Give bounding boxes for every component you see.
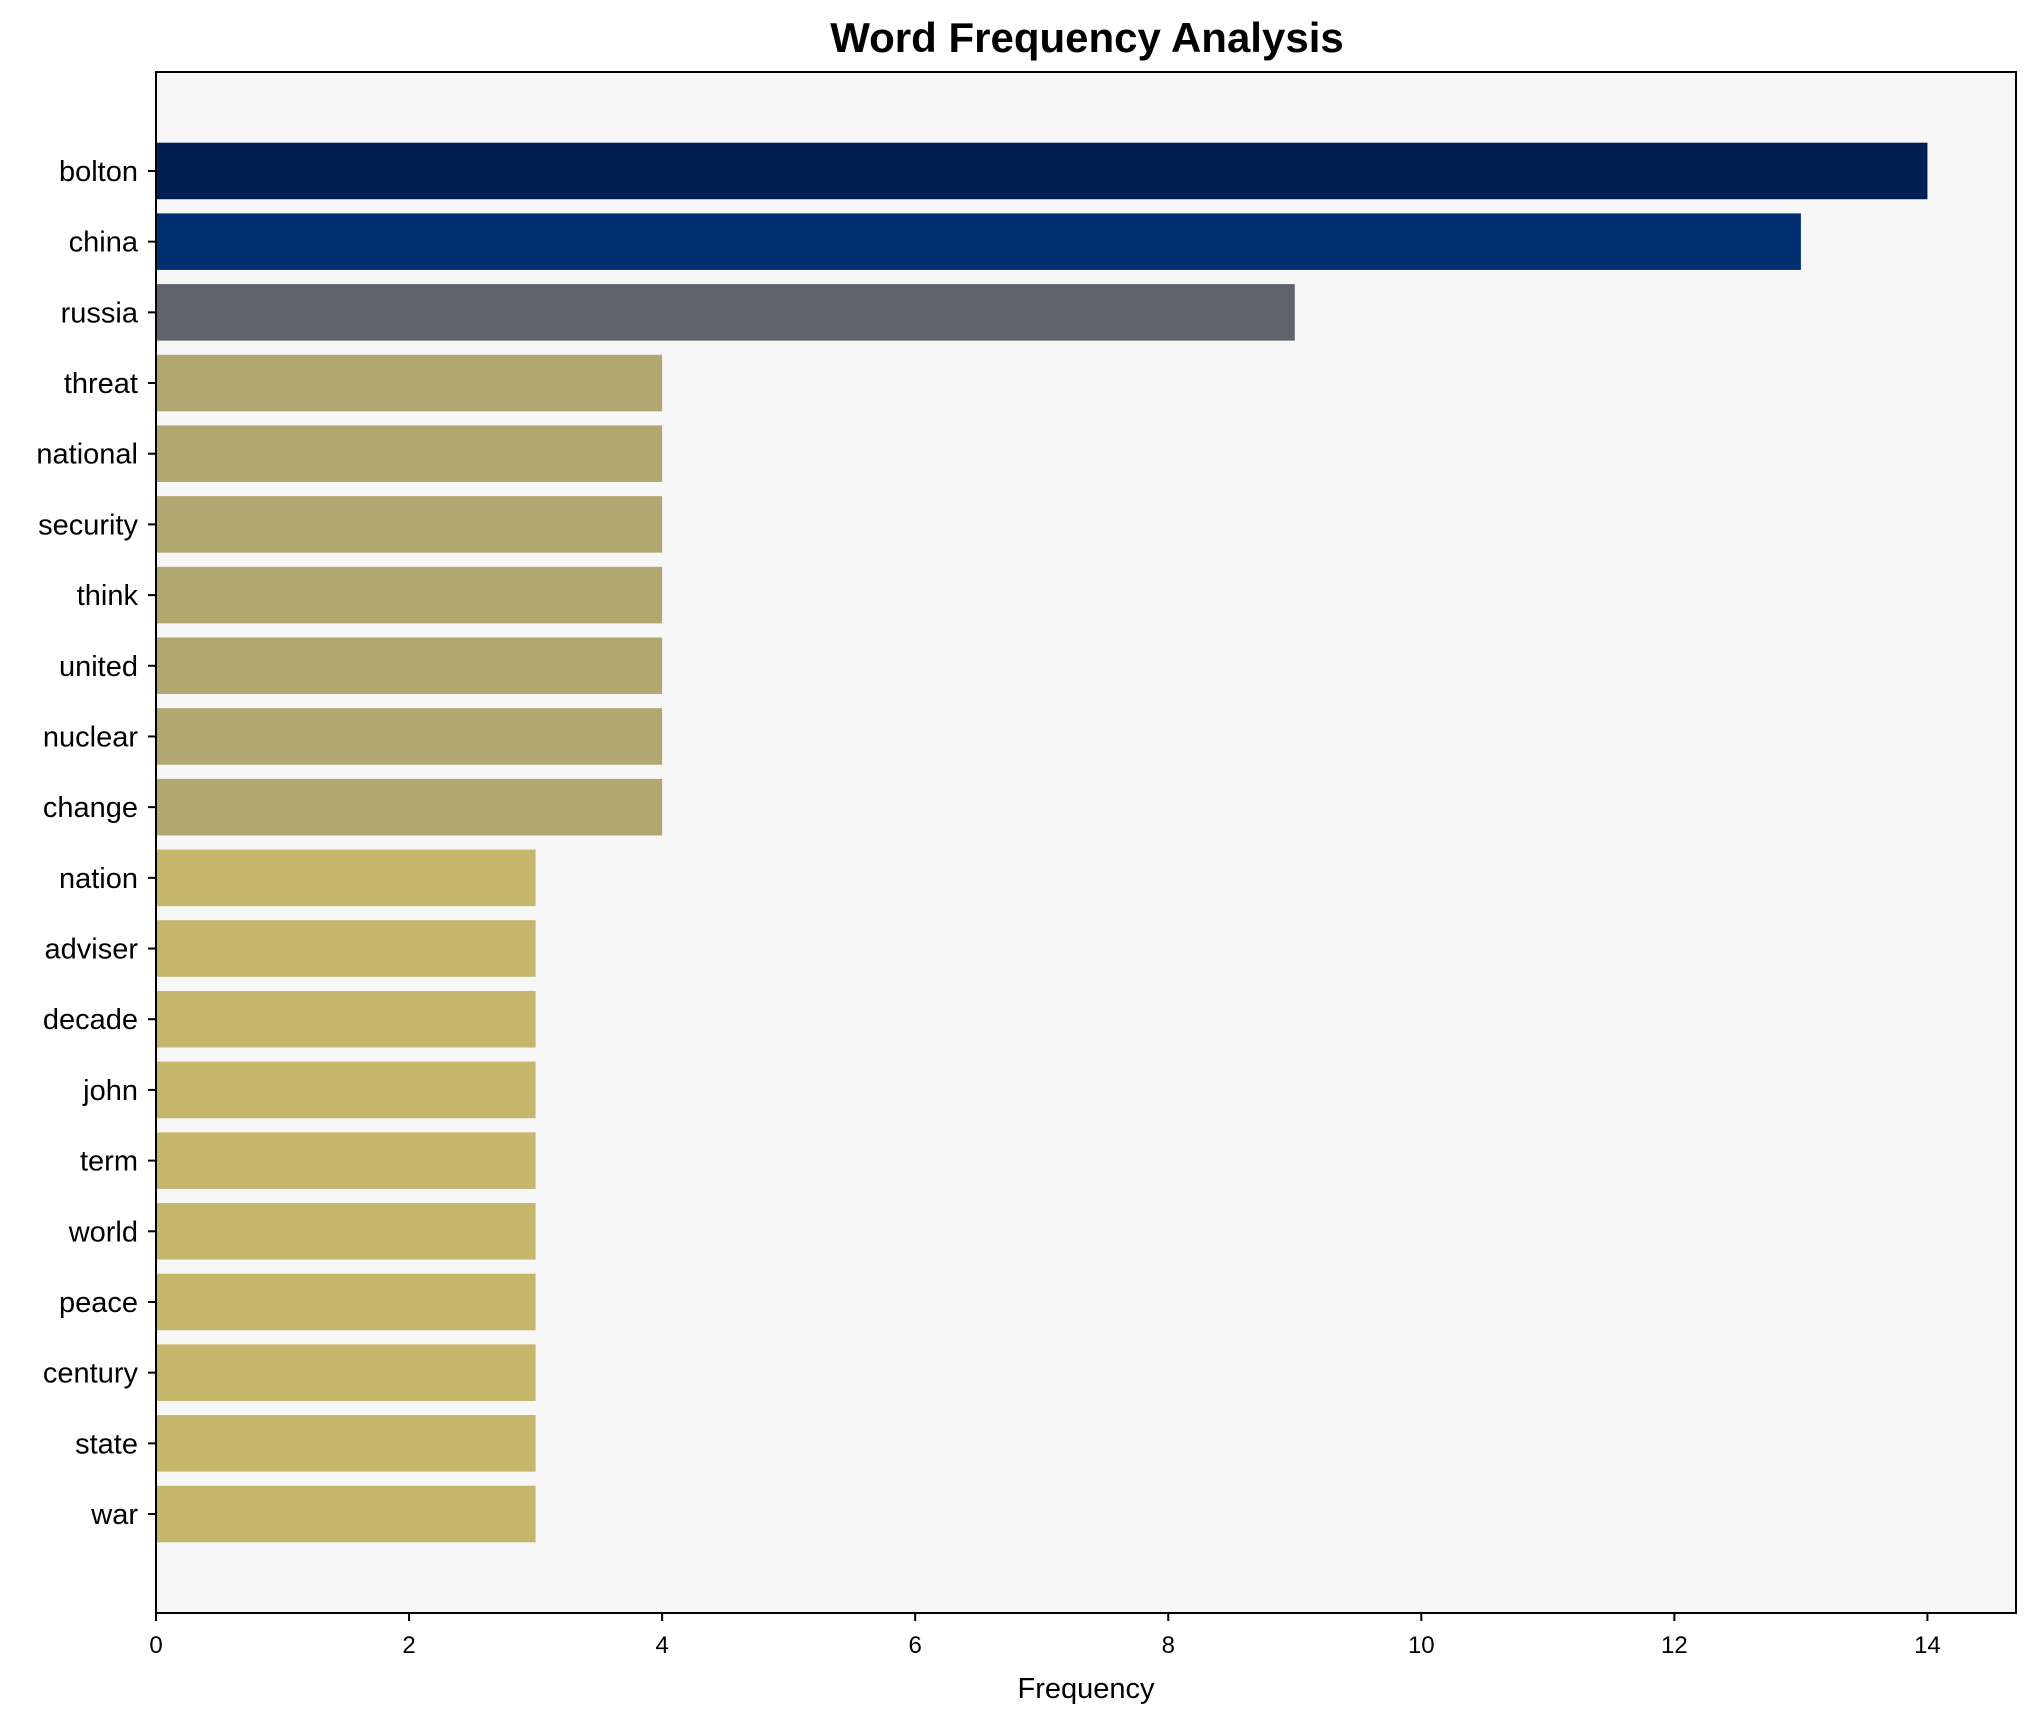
y-tick-label: think	[77, 580, 139, 612]
bar-national	[156, 425, 663, 482]
bar-russia	[156, 284, 1295, 341]
y-tick-label: john	[82, 1075, 138, 1107]
y-tick-label: century	[43, 1358, 139, 1390]
y-tick-label: china	[69, 227, 139, 259]
y-tick-label: nuclear	[43, 721, 138, 753]
bar-nation	[156, 849, 536, 907]
bar-century	[156, 1344, 536, 1401]
bar-security	[156, 496, 663, 553]
bar-decade	[156, 990, 536, 1048]
bar-nuclear	[156, 708, 663, 765]
x-tick-label: 10	[1408, 1632, 1435, 1659]
y-tick-label: peace	[59, 1287, 138, 1319]
x-tick-label: 0	[149, 1632, 162, 1659]
x-tick-label: 4	[655, 1632, 668, 1659]
bar-change	[156, 778, 663, 836]
bar-think	[156, 566, 663, 624]
bar-peace	[156, 1273, 536, 1331]
y-tick-label: adviser	[45, 934, 139, 966]
chart-title: Word Frequency Analysis	[830, 14, 1343, 61]
bar-john	[156, 1061, 536, 1119]
y-tick-label: united	[59, 651, 138, 683]
y-tick-label: nation	[59, 863, 138, 895]
y-tick-label: change	[43, 792, 138, 824]
bar-adviser	[156, 920, 536, 977]
plot-frame	[155, 71, 2017, 1614]
y-tick-label: threat	[64, 368, 138, 400]
bar-bolton	[156, 142, 1928, 200]
x-tick-label: 8	[1162, 1632, 1175, 1659]
y-tick-label: bolton	[59, 156, 138, 188]
bar-state	[156, 1415, 536, 1472]
x-tick-label: 6	[909, 1632, 922, 1659]
bar-threat	[156, 354, 663, 412]
x-tick-label: 12	[1661, 1632, 1688, 1659]
y-tick-label: decade	[43, 1004, 138, 1036]
y-tick-label: world	[68, 1216, 138, 1248]
bar-china	[156, 213, 1801, 270]
bar-united	[156, 637, 663, 695]
y-tick-label: state	[75, 1428, 138, 1460]
bar-war	[156, 1485, 536, 1543]
y-tick-label: war	[90, 1499, 138, 1531]
bar-term	[156, 1132, 536, 1189]
y-tick-label: national	[36, 439, 138, 471]
y-tick-label: russia	[61, 297, 139, 329]
bar-world	[156, 1203, 536, 1260]
x-tick-label: 2	[402, 1632, 415, 1659]
y-tick-label: term	[80, 1146, 138, 1178]
y-tick-label: security	[38, 509, 138, 541]
x-tick-label: 14	[1914, 1632, 1941, 1659]
x-axis-label: Frequency	[1017, 1673, 1155, 1705]
